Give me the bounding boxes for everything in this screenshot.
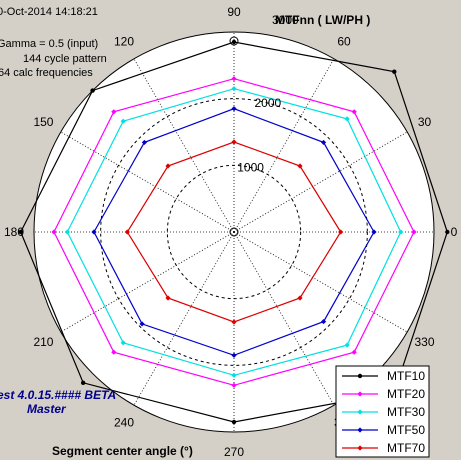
data-point [139, 321, 145, 327]
angle-label: 210 [33, 335, 53, 349]
data-point [51, 229, 57, 235]
angle-label: 150 [33, 115, 53, 129]
radial-tick-label: 3000 [272, 13, 299, 27]
legend-marker [357, 373, 363, 379]
version-label: est 4.0.15.#### BETA [0, 388, 116, 402]
data-point [90, 88, 95, 93]
legend-label: MTF70 [387, 441, 425, 455]
legend-marker [357, 391, 363, 397]
header-gamma: Gamma = 0.5 (input) [0, 38, 98, 50]
legend-marker [357, 409, 363, 415]
angle-label: 120 [114, 34, 134, 48]
angle-label: 330 [415, 335, 435, 349]
data-point [371, 229, 377, 235]
legend-item: MTF70 [342, 441, 425, 455]
data-point [392, 69, 397, 74]
legend-item: MTF50 [342, 423, 425, 437]
data-point [231, 139, 237, 145]
angle-label: 30 [418, 115, 432, 129]
series-mtf30 [64, 86, 404, 378]
data-point [411, 229, 417, 235]
data-point [320, 318, 327, 325]
data-point [351, 349, 357, 355]
legend-item: MTF30 [342, 405, 425, 419]
data-point [445, 229, 450, 235]
legend-item: MTF20 [342, 387, 425, 401]
radial-grid-circle [100, 98, 368, 366]
angle-grid-line [233, 231, 408, 333]
legend-marker [357, 445, 363, 451]
radial-tick-label: 1000 [237, 161, 264, 175]
data-point [231, 372, 237, 378]
data-point [165, 295, 171, 301]
angle-label: 180 [4, 225, 24, 239]
data-point [231, 319, 237, 325]
header-timestamp: 0-Oct-2014 14:18:21 [0, 6, 98, 18]
angle-label: 60 [337, 34, 351, 48]
angle-label: 90 [227, 5, 241, 19]
origin-marker [229, 227, 239, 237]
series-mtf70 [124, 139, 344, 325]
data-point [231, 76, 237, 82]
data-point [141, 139, 148, 146]
angle-label: 270 [224, 445, 244, 459]
legend-items: MTF10 MTF20 MTF30 MTF50 MTF70 [342, 369, 425, 455]
data-point [18, 229, 23, 235]
header-calc-frequencies: 64 calc frequencies [0, 67, 93, 79]
master-label: Master [27, 402, 67, 416]
angle-grid-line [233, 131, 408, 233]
chart-title: MTFnn ( LW/PH ) [275, 13, 370, 27]
data-point [231, 382, 237, 388]
angle-grid-line [233, 58, 335, 233]
angle-label: 0 [451, 225, 458, 239]
legend: MTF10 MTF20 MTF30 MTF50 MTF70 [335, 365, 430, 458]
series-mtf50 [91, 106, 377, 358]
legend-marker [357, 427, 363, 433]
data-point [111, 109, 117, 115]
data-point [344, 342, 350, 348]
header-pattern: 144 cycle pattern [23, 53, 107, 65]
series-mtf20 [51, 76, 417, 388]
legend-item: MTF10 [342, 369, 425, 383]
data-point [297, 163, 303, 169]
x-axis-label: Segment center angle (°) [52, 444, 193, 458]
data-point [165, 163, 171, 169]
data-point [91, 229, 97, 235]
data-point [338, 229, 344, 235]
data-point [351, 109, 357, 115]
angle-grid-line [233, 231, 335, 406]
data-point [320, 139, 327, 146]
data-point [124, 229, 130, 235]
radial-tick-labels: 1000 2000 3000 [237, 13, 299, 175]
data-point [231, 106, 237, 112]
data-point [344, 116, 350, 122]
data-point [398, 229, 404, 235]
legend-label: MTF50 [387, 423, 425, 437]
angle-grid-line [133, 231, 235, 406]
data-point [231, 352, 237, 358]
data-point [297, 295, 303, 301]
data-point [231, 86, 237, 92]
angle-label: 240 [114, 416, 134, 430]
legend-label: MTF10 [387, 369, 425, 383]
polar-grid [33, 31, 435, 433]
data-point [111, 349, 117, 355]
data-point [64, 229, 70, 235]
data-point [231, 39, 237, 45]
angle-grid-line [133, 58, 235, 233]
angle-grid-line [60, 131, 235, 233]
legend-label: MTF20 [387, 387, 425, 401]
data-point [80, 380, 86, 386]
legend-label: MTF30 [387, 405, 425, 419]
radial-tick-label: 2000 [255, 96, 282, 110]
data-point [120, 118, 126, 124]
data-point [120, 340, 126, 346]
data-point [231, 419, 237, 425]
angle-grid-line [60, 231, 235, 333]
endpoint-marker [229, 36, 239, 46]
